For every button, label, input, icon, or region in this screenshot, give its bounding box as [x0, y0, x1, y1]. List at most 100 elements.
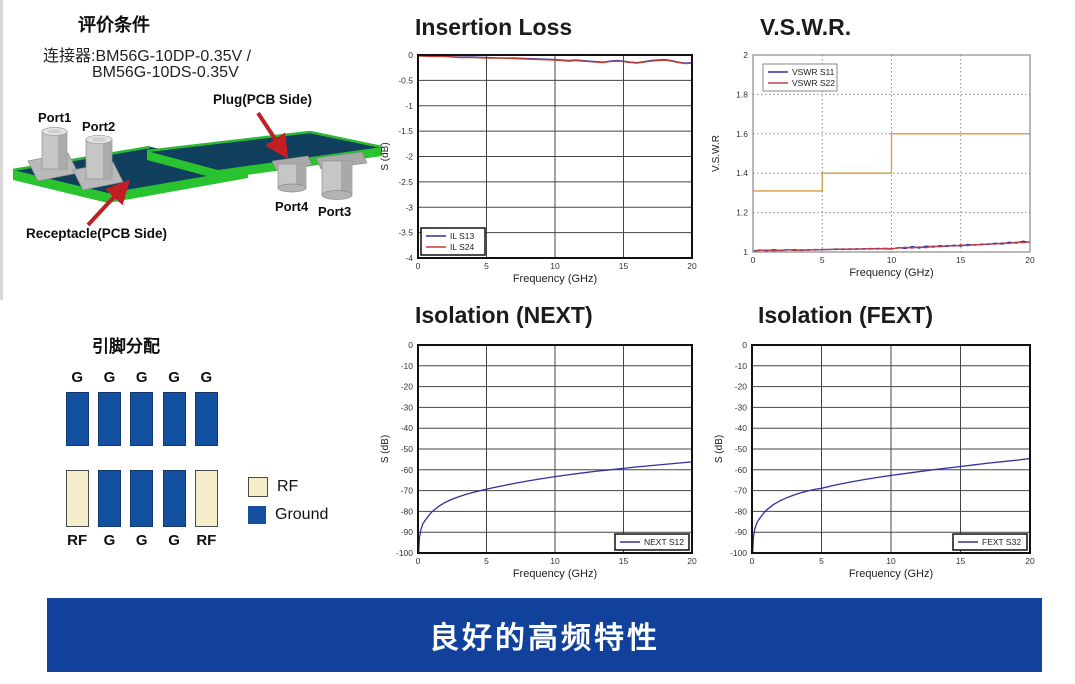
- svg-text:-80: -80: [401, 506, 414, 516]
- pin-ground: [130, 392, 154, 446]
- pin-label: RF: [196, 532, 217, 549]
- pin-label: G: [71, 369, 83, 386]
- receptacle-arrow: [86, 179, 131, 227]
- pin-label: G: [200, 369, 213, 386]
- pin-column: G: [158, 369, 190, 446]
- svg-text:Frequency (GHz): Frequency (GHz): [513, 273, 597, 285]
- pin-column: G: [93, 369, 125, 446]
- svg-text:15: 15: [956, 255, 966, 265]
- svg-text:-90: -90: [401, 527, 414, 537]
- svg-text:IL S13: IL S13: [450, 231, 475, 241]
- svg-text:-2: -2: [405, 152, 413, 162]
- pin-legend-ground-row: Ground: [248, 506, 328, 524]
- pin-column: RF: [61, 470, 93, 550]
- pin-rf: [194, 470, 218, 527]
- svg-text:NEXT S12: NEXT S12: [644, 537, 684, 547]
- svg-text:10: 10: [550, 261, 560, 271]
- isolation-fext-title: Isolation (FEXT): [758, 302, 934, 328]
- svg-text:-60: -60: [401, 465, 414, 475]
- pin-column: G: [158, 470, 190, 550]
- svg-text:20: 20: [1025, 255, 1035, 265]
- svg-text:VSWR S11: VSWR S11: [792, 67, 835, 77]
- svg-text:Frequency (GHz): Frequency (GHz): [849, 267, 933, 279]
- pin-column: RF: [190, 470, 222, 550]
- svg-text:5: 5: [484, 556, 489, 566]
- svg-text:0: 0: [408, 50, 413, 60]
- rf-swatch: [248, 477, 268, 497]
- pin-label: G: [103, 532, 116, 549]
- port3-connector: [315, 151, 368, 200]
- rf-legend-label: RF: [277, 478, 299, 495]
- svg-text:-70: -70: [735, 486, 748, 496]
- pin-column: G: [126, 470, 158, 550]
- svg-text:-90: -90: [735, 527, 748, 537]
- svg-text:-0.5: -0.5: [398, 75, 413, 85]
- pin-ground: [162, 470, 186, 527]
- pin-column: G: [61, 369, 93, 446]
- svg-text:-3.5: -3.5: [398, 228, 413, 238]
- pin-assignment-title: 引脚分配: [92, 337, 160, 356]
- svg-text:S (dB): S (dB): [714, 435, 725, 463]
- port3-label: Port3: [318, 204, 352, 219]
- svg-text:-20: -20: [735, 382, 748, 392]
- svg-text:15: 15: [619, 261, 629, 271]
- svg-text:-50: -50: [401, 444, 414, 454]
- svg-text:20: 20: [1025, 556, 1035, 566]
- pin-ground: [162, 392, 186, 446]
- svg-text:1: 1: [743, 247, 748, 257]
- svg-text:-60: -60: [735, 465, 748, 475]
- svg-text:-50: -50: [735, 444, 748, 454]
- svg-text:1.8: 1.8: [736, 89, 748, 99]
- vswr-title: V.S.W.R.: [760, 14, 852, 40]
- svg-text:-4: -4: [405, 253, 413, 263]
- conclusion-banner-text: 良好的高频特性: [429, 622, 660, 655]
- svg-text:V.S.W.R: V.S.W.R: [711, 135, 722, 172]
- pin-label: G: [135, 532, 148, 549]
- svg-text:0: 0: [416, 261, 421, 271]
- svg-text:Frequency (GHz): Frequency (GHz): [849, 568, 933, 580]
- pin-legend: RF Ground: [248, 477, 328, 533]
- pin-column: G: [93, 470, 125, 550]
- svg-text:2: 2: [743, 50, 748, 60]
- svg-text:10: 10: [887, 255, 897, 265]
- ground-legend-label: Ground: [275, 506, 329, 523]
- port1-label: Port1: [38, 110, 72, 125]
- port2-label: Port2: [82, 119, 116, 134]
- svg-text:5: 5: [484, 261, 489, 271]
- pin-ground: [65, 392, 89, 446]
- plug-arrow: [256, 111, 289, 160]
- svg-text:15: 15: [956, 556, 966, 566]
- svg-text:-80: -80: [735, 506, 748, 516]
- pin-ground: [130, 470, 154, 527]
- svg-text:-40: -40: [401, 423, 414, 433]
- svg-text:-30: -30: [735, 402, 748, 412]
- photo-edge-strip: [0, 0, 3, 300]
- pin-label: G: [103, 369, 116, 386]
- svg-text:0: 0: [408, 340, 413, 350]
- svg-text:0: 0: [416, 556, 421, 566]
- pin-legend-rf-row: RF: [248, 477, 328, 497]
- pin-rf: [65, 470, 89, 527]
- svg-text:20: 20: [687, 261, 697, 271]
- svg-text:-1.5: -1.5: [398, 126, 413, 136]
- svg-text:IL S24: IL S24: [450, 242, 475, 252]
- connector-model-line1: 连接器:BM56G-10DP-0.35V /: [43, 48, 252, 65]
- pin-label: G: [135, 369, 148, 386]
- svg-text:-10: -10: [735, 361, 748, 371]
- port4-label: Port4: [275, 199, 309, 214]
- svg-text:-10: -10: [401, 361, 414, 371]
- svg-text:-2.5: -2.5: [398, 177, 413, 187]
- pin-column: G: [190, 369, 222, 446]
- svg-text:-100: -100: [730, 548, 747, 558]
- svg-text:10: 10: [550, 556, 560, 566]
- receptacle-side-label: Receptacle(PCB Side): [26, 226, 168, 241]
- pin-label: G: [168, 369, 180, 386]
- port4-connector: [271, 155, 313, 193]
- svg-text:0: 0: [750, 556, 755, 566]
- svg-text:20: 20: [687, 556, 697, 566]
- svg-text:5: 5: [820, 255, 825, 265]
- svg-text:Frequency (GHz): Frequency (GHz): [513, 568, 597, 580]
- port1-connector: [27, 127, 79, 182]
- svg-text:1.6: 1.6: [736, 129, 748, 139]
